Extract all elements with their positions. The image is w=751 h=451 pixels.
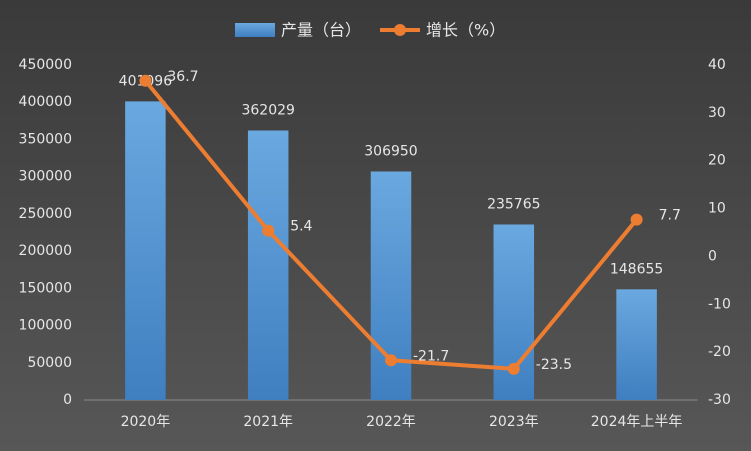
x-tick-label: 2022年 bbox=[366, 414, 416, 430]
y-tick-label: 0 bbox=[63, 392, 72, 408]
y-tick-label: 450000 bbox=[19, 57, 72, 73]
line-marker bbox=[385, 354, 397, 367]
y2-tick-label: 40 bbox=[708, 57, 726, 73]
x-tick-label: 2020年 bbox=[121, 414, 171, 430]
line-marker bbox=[507, 362, 520, 375]
bar bbox=[247, 130, 289, 401]
legend-label: 增长（%） bbox=[426, 21, 505, 40]
bar bbox=[125, 101, 166, 400]
y2-tick-label: -10 bbox=[708, 296, 731, 312]
data-label: -21.7 bbox=[413, 348, 449, 364]
y2-tick-label: -20 bbox=[708, 344, 731, 360]
bar bbox=[616, 289, 657, 400]
y2-tick-label: 30 bbox=[708, 105, 726, 121]
data-label: 7.7 bbox=[659, 208, 681, 224]
y2-tick-label: 10 bbox=[708, 201, 726, 217]
line-marker bbox=[630, 213, 643, 226]
x-tick-label: 2021年 bbox=[243, 414, 293, 430]
data-label: -23.5 bbox=[536, 357, 572, 373]
x-tick-label: 2024年上半年 bbox=[591, 414, 683, 430]
line-marker bbox=[139, 74, 152, 87]
y-tick-label: 100000 bbox=[19, 318, 72, 334]
data-label: 306950 bbox=[364, 143, 417, 159]
y-tick-label: 150000 bbox=[19, 280, 72, 296]
y-tick-label: 50000 bbox=[27, 355, 72, 371]
data-label: 235765 bbox=[487, 196, 540, 212]
y-tick-label: 200000 bbox=[19, 243, 72, 259]
legend-label: 产量（台） bbox=[281, 21, 361, 40]
data-label: 5.4 bbox=[290, 219, 312, 235]
legend-swatch bbox=[394, 24, 406, 36]
data-label: 362029 bbox=[241, 102, 294, 118]
y-tick-label: 250000 bbox=[19, 206, 72, 222]
data-label: 36.7 bbox=[167, 69, 198, 85]
y-tick-label: 350000 bbox=[19, 131, 72, 147]
y-tick-label: 400000 bbox=[19, 94, 72, 110]
data-label: 148655 bbox=[610, 261, 663, 277]
legend-swatch bbox=[235, 23, 275, 37]
y-tick-label: 300000 bbox=[19, 169, 72, 185]
y2-tick-label: 0 bbox=[708, 248, 717, 264]
y2-tick-label: -30 bbox=[708, 392, 731, 408]
line-marker bbox=[262, 224, 275, 237]
x-tick-label: 2023年 bbox=[489, 414, 539, 430]
y2-tick-label: 20 bbox=[708, 153, 726, 169]
